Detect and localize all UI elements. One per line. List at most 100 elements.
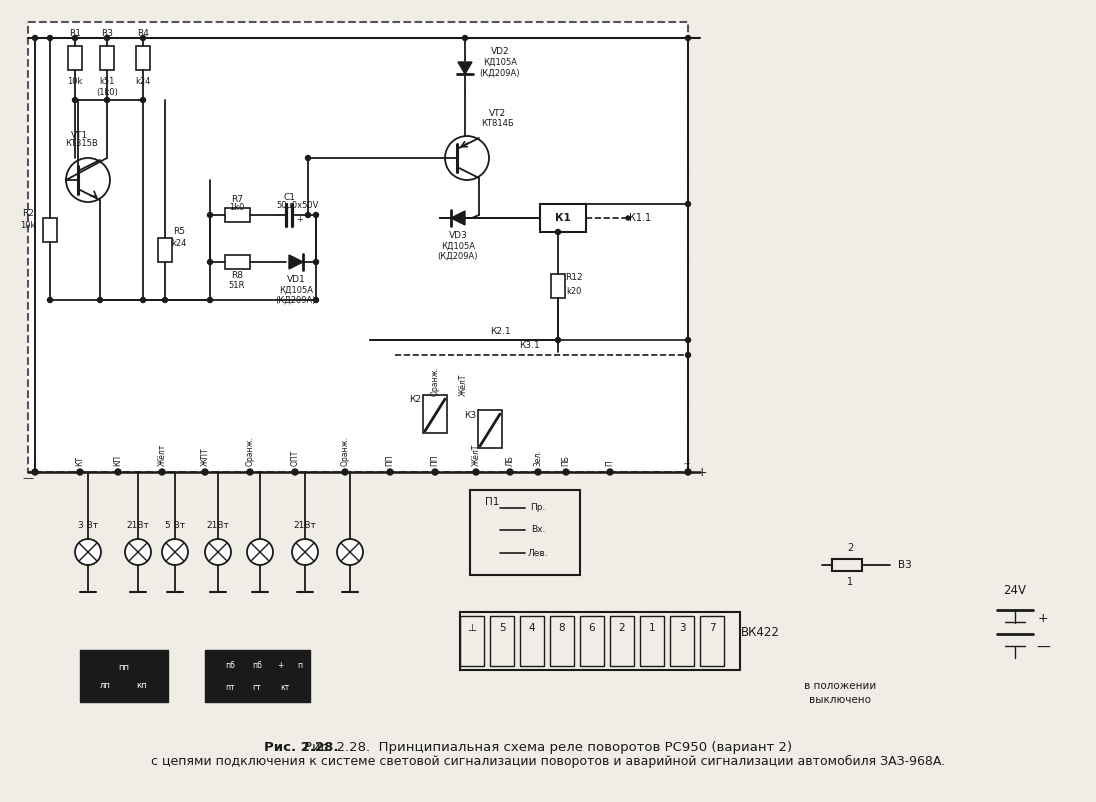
- Circle shape: [342, 469, 349, 475]
- Text: k51: k51: [100, 78, 115, 87]
- Bar: [580, 616, 604, 666]
- Circle shape: [432, 469, 438, 475]
- Bar: [460, 612, 740, 670]
- Text: П: П: [605, 460, 615, 466]
- Text: Рис. 2.28.: Рис. 2.28.: [264, 741, 339, 754]
- Circle shape: [140, 98, 146, 103]
- Text: Оранж.: Оранж.: [431, 366, 439, 396]
- Text: R4: R4: [137, 29, 149, 38]
- Text: R1: R1: [69, 29, 81, 38]
- Circle shape: [207, 260, 213, 265]
- Bar: [478, 410, 502, 448]
- Circle shape: [556, 229, 560, 234]
- Circle shape: [313, 213, 319, 217]
- Text: —: —: [1036, 641, 1050, 655]
- Circle shape: [104, 98, 110, 103]
- Text: 6: 6: [589, 623, 595, 633]
- Text: КД105А: КД105А: [441, 241, 475, 250]
- Circle shape: [104, 35, 110, 40]
- Circle shape: [47, 35, 53, 40]
- Text: —: —: [31, 459, 39, 466]
- Text: 10k: 10k: [21, 221, 36, 230]
- Bar: [700, 616, 724, 666]
- Text: К2.1: К2.1: [490, 326, 511, 335]
- Circle shape: [75, 539, 101, 565]
- Text: 3 Вт: 3 Вт: [78, 520, 98, 529]
- Bar: [28, 22, 688, 472]
- Circle shape: [207, 213, 213, 217]
- Bar: [551, 274, 566, 298]
- Circle shape: [162, 298, 168, 302]
- Circle shape: [207, 298, 213, 302]
- Polygon shape: [458, 62, 472, 74]
- Bar: [550, 616, 574, 666]
- Text: в положении: в положении: [803, 681, 876, 691]
- Bar: [423, 395, 447, 433]
- Circle shape: [205, 539, 231, 565]
- Text: R12: R12: [566, 273, 583, 282]
- Text: В3: В3: [898, 560, 912, 570]
- Text: R2: R2: [22, 209, 34, 217]
- Circle shape: [463, 35, 468, 40]
- Circle shape: [247, 539, 273, 565]
- Text: (КД209А): (КД209А): [276, 295, 317, 305]
- Text: 1: 1: [847, 577, 853, 587]
- Text: кт: кт: [281, 683, 289, 691]
- Circle shape: [306, 156, 310, 160]
- Text: Пр.: Пр.: [530, 504, 546, 512]
- Text: пб: пб: [252, 661, 262, 670]
- Text: КТ315В: КТ315В: [66, 140, 99, 148]
- Circle shape: [77, 469, 83, 475]
- Text: с цепями подключения к системе световой сигнализации поворотов и аварийной сигна: с цепями подключения к системе световой …: [151, 755, 945, 768]
- Circle shape: [47, 298, 53, 302]
- Text: КТ814Б: КТ814Б: [481, 119, 513, 128]
- Circle shape: [66, 158, 110, 202]
- Text: 2: 2: [847, 543, 853, 553]
- Text: 21Вт: 21Вт: [126, 520, 149, 529]
- Circle shape: [626, 216, 630, 220]
- Bar: [832, 559, 861, 571]
- Circle shape: [556, 338, 560, 342]
- Text: VD1: VD1: [287, 276, 306, 285]
- Circle shape: [292, 469, 298, 475]
- Circle shape: [473, 469, 479, 475]
- Text: лп: лп: [100, 682, 111, 691]
- Text: +: +: [277, 661, 283, 670]
- Text: 5: 5: [499, 623, 505, 633]
- Text: К2: К2: [409, 395, 421, 404]
- Text: КТ: КТ: [76, 456, 84, 466]
- Text: гт: гт: [253, 683, 261, 691]
- Circle shape: [125, 539, 151, 565]
- Text: 7: 7: [709, 623, 716, 633]
- Text: (КД209А): (КД209А): [480, 68, 521, 78]
- Text: 8: 8: [559, 623, 566, 633]
- Text: R7: R7: [231, 195, 243, 204]
- Bar: [43, 218, 57, 242]
- Bar: [205, 650, 310, 702]
- Bar: [225, 208, 250, 222]
- Circle shape: [313, 260, 319, 265]
- Text: k24: k24: [171, 240, 186, 249]
- Circle shape: [33, 35, 37, 40]
- Circle shape: [685, 469, 690, 475]
- Text: VT2: VT2: [489, 108, 505, 118]
- Text: КД105А: КД105А: [279, 286, 313, 294]
- Text: VT1: VT1: [71, 131, 89, 140]
- Text: Зел.: Зел.: [534, 449, 543, 466]
- Text: ПБ: ПБ: [561, 455, 571, 466]
- Bar: [490, 616, 514, 666]
- Bar: [136, 46, 150, 70]
- Text: 21Вт: 21Вт: [294, 520, 317, 529]
- Text: пт: пт: [225, 683, 235, 691]
- Text: ВК422: ВК422: [741, 626, 779, 638]
- Text: К3: К3: [464, 411, 476, 419]
- Text: выключено: выключено: [809, 695, 871, 705]
- Circle shape: [685, 338, 690, 342]
- Text: Вх.: Вх.: [530, 525, 545, 534]
- Text: КП: КП: [114, 455, 123, 466]
- Text: ЖёлТ: ЖёлТ: [458, 374, 468, 396]
- Text: ОПТ: ОПТ: [290, 450, 299, 466]
- Circle shape: [445, 136, 489, 180]
- Circle shape: [140, 35, 146, 40]
- Circle shape: [507, 469, 513, 475]
